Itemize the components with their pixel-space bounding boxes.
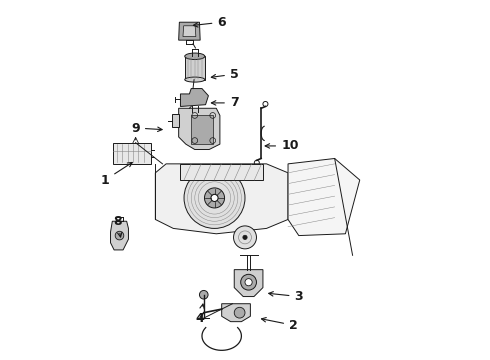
- Polygon shape: [180, 164, 263, 180]
- Polygon shape: [179, 108, 220, 149]
- Polygon shape: [111, 221, 128, 250]
- Circle shape: [199, 291, 208, 299]
- Circle shape: [234, 307, 245, 318]
- FancyBboxPatch shape: [191, 116, 213, 144]
- Text: 3: 3: [269, 290, 303, 303]
- Circle shape: [204, 188, 224, 208]
- Ellipse shape: [185, 77, 205, 82]
- Text: 8: 8: [113, 215, 122, 237]
- Polygon shape: [288, 158, 360, 235]
- Text: 10: 10: [265, 139, 298, 152]
- Polygon shape: [179, 22, 200, 40]
- Text: 2: 2: [262, 318, 298, 332]
- Polygon shape: [221, 304, 250, 321]
- Polygon shape: [180, 89, 208, 107]
- Text: 5: 5: [211, 68, 239, 81]
- Polygon shape: [172, 114, 179, 127]
- Text: 4: 4: [196, 304, 204, 325]
- FancyBboxPatch shape: [185, 56, 205, 80]
- Circle shape: [241, 274, 256, 290]
- Text: 6: 6: [194, 16, 226, 29]
- Polygon shape: [234, 270, 263, 297]
- Polygon shape: [155, 164, 288, 234]
- Circle shape: [115, 231, 124, 240]
- Circle shape: [184, 167, 245, 228]
- FancyBboxPatch shape: [113, 143, 151, 163]
- Circle shape: [211, 194, 218, 202]
- Circle shape: [234, 226, 256, 249]
- Text: 7: 7: [211, 96, 239, 109]
- Polygon shape: [183, 26, 196, 37]
- Text: 9: 9: [131, 122, 162, 135]
- Circle shape: [245, 279, 252, 286]
- Ellipse shape: [185, 53, 205, 59]
- Text: 1: 1: [101, 162, 132, 186]
- Circle shape: [243, 235, 247, 239]
